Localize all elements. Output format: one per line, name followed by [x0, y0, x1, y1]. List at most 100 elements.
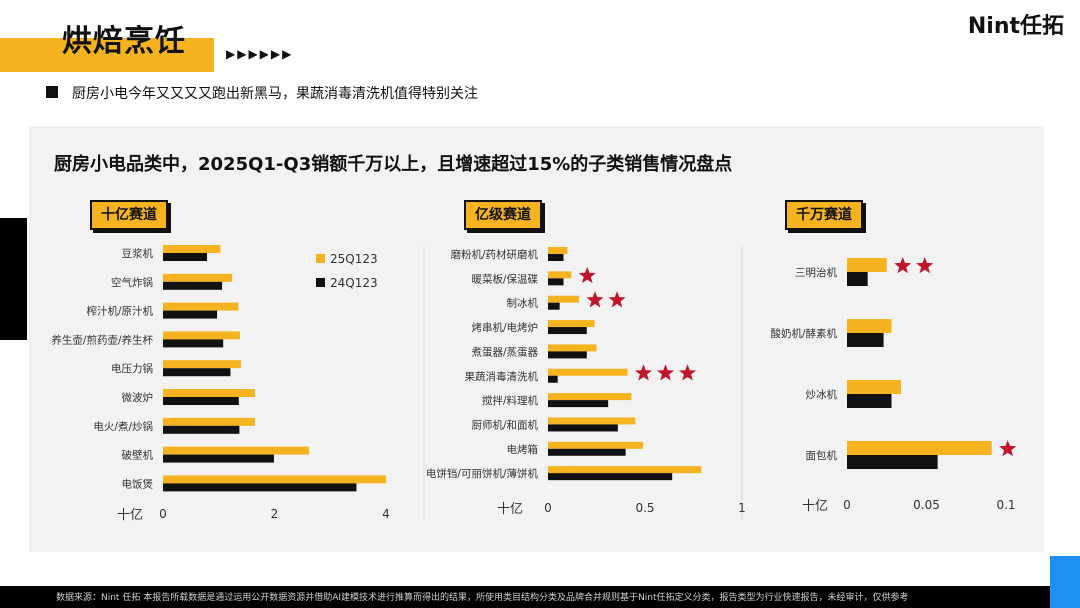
- highlight-star-icon: [578, 266, 596, 284]
- bar-25q123: [163, 389, 255, 397]
- category-label: 搅拌/料理机: [482, 394, 539, 407]
- bar-24q123: [163, 483, 357, 492]
- page-subtitle: 厨房小电今年又又又又跑出新黑马，果蔬消毒清洗机值得特别关注: [72, 86, 478, 102]
- x-axis-unit-label: 十亿: [497, 502, 523, 517]
- category-label: 磨粉机/药材研磨机: [450, 248, 538, 261]
- bar-25q123: [548, 441, 644, 449]
- x-tick-label: 0.1: [996, 498, 1015, 512]
- highlight-star-icon: [635, 364, 653, 381]
- legend-label: 25Q123: [330, 252, 378, 266]
- category-label: 豆浆机: [122, 247, 154, 260]
- bar-24q123: [548, 375, 558, 383]
- bar-24q123: [163, 368, 231, 377]
- category-label: 厨师机/和面机: [471, 418, 538, 431]
- category-label: 炒冰机: [806, 388, 838, 401]
- bar-25q123: [163, 245, 221, 253]
- footer-source-text: 数据来源：Nint 任拓 本报告所载数据是通过运用公开数据资源并借助AI建模技术…: [56, 593, 909, 603]
- highlight-star-icon: [608, 291, 626, 308]
- panel-title: 厨房小电品类中，2025Q1-Q3销额千万以上，且增速超过15%的子类销售情况盘…: [54, 154, 733, 175]
- bar-25q123: [847, 319, 892, 333]
- highlight-star-icon: [679, 364, 697, 381]
- category-label: 空气炸锅: [111, 276, 153, 289]
- highlight-star-icon: [657, 364, 675, 381]
- bar-24q123: [163, 425, 240, 434]
- x-axis-unit-label: 十亿: [802, 499, 828, 514]
- bar-24q123: [847, 333, 884, 347]
- bar-24q123: [548, 448, 626, 456]
- category-label: 电火/煮/炒锅: [93, 420, 153, 433]
- category-label: 面包机: [806, 449, 838, 462]
- category-label: 榨汁机/原汁机: [86, 305, 153, 318]
- legend-swatch: [316, 278, 325, 287]
- bar-25q123: [847, 258, 887, 272]
- highlight-star-icon: [894, 257, 912, 274]
- tier-badge-hundred-million: 亿级赛道: [464, 200, 542, 230]
- x-tick-label: 0: [159, 507, 167, 521]
- title-accent-bar: [0, 38, 214, 72]
- corner-accent: [1050, 556, 1080, 608]
- bar-24q123: [163, 310, 218, 319]
- bar-25q123: [548, 466, 702, 474]
- bar-24q123: [163, 397, 239, 405]
- bar-25q123: [847, 441, 992, 455]
- category-label: 电压力锅: [111, 362, 153, 375]
- bar-25q123: [548, 417, 636, 425]
- arrow-decoration: ▶▶▶▶▶▶: [226, 47, 294, 61]
- category-label: 电饼铛/可丽饼机/薄饼机: [426, 467, 539, 480]
- bar-25q123: [548, 344, 597, 352]
- bar-24q123: [548, 473, 673, 481]
- bar-24q123: [163, 281, 223, 290]
- bar-25q123: [163, 360, 242, 369]
- category-label: 烤串机/电烤炉: [471, 321, 538, 334]
- bar-24q123: [847, 455, 938, 469]
- legend-swatch: [316, 254, 325, 263]
- bar-25q123: [163, 417, 255, 426]
- bar-25q123: [163, 475, 386, 484]
- subtitle-bullet: [46, 86, 58, 98]
- x-axis-unit-label: 十亿: [117, 508, 143, 523]
- category-label: 煮蛋器/蒸蛋器: [471, 346, 538, 358]
- category-label: 果蔬消毒清洗机: [465, 370, 539, 383]
- bar-24q123: [548, 278, 564, 286]
- bar-24q123: [847, 394, 892, 408]
- bar-25q123: [163, 446, 310, 455]
- tier-badge-ten-million: 千万赛道: [785, 200, 863, 230]
- highlight-star-icon: [586, 291, 604, 308]
- category-label: 酸奶机/酵素机: [770, 327, 837, 340]
- x-tick-label: 1: [738, 501, 746, 515]
- bar-25q123: [163, 302, 239, 311]
- bar-25q123: [548, 295, 580, 303]
- highlight-star-icon: [999, 440, 1017, 457]
- bar-25q123: [548, 247, 568, 254]
- x-tick-label: 0: [843, 498, 851, 512]
- left-edge-block: [0, 218, 27, 340]
- bar-25q123: [548, 368, 628, 376]
- bar-24q123: [548, 327, 587, 335]
- bar-24q123: [548, 400, 609, 408]
- category-label: 破壁机: [122, 449, 154, 462]
- brand-logo: Nint任拓: [967, 14, 1064, 39]
- bar-24q123: [548, 302, 560, 310]
- bar-25q123: [548, 393, 632, 401]
- category-label: 暖菜板/保温碟: [471, 272, 538, 285]
- page-title: 烘焙烹饪: [62, 24, 186, 59]
- category-label: 三明治机: [795, 266, 837, 279]
- footer-bar: 数据来源：Nint 任拓 本报告所载数据是通过运用公开数据资源并借助AI建模技术…: [0, 586, 1080, 608]
- category-label: 养生壶/煎药壶/养生杯: [51, 333, 153, 346]
- x-tick-label: 0.05: [913, 498, 940, 512]
- bar-24q123: [163, 339, 224, 348]
- tier-badge-billion: 十亿赛道: [90, 200, 168, 230]
- bar-24q123: [163, 454, 274, 463]
- x-tick-label: 0.5: [635, 501, 654, 515]
- highlight-star-icon: [916, 257, 934, 274]
- category-label: 制冰机: [507, 297, 539, 310]
- category-label: 电烤箱: [507, 443, 539, 456]
- bar-24q123: [548, 351, 587, 359]
- bar-24q123: [847, 272, 868, 286]
- bar-24q123: [548, 254, 564, 261]
- bar-25q123: [163, 273, 233, 282]
- x-tick-label: 0: [544, 501, 552, 515]
- category-label: 电饭煲: [122, 477, 154, 490]
- legend-label: 24Q123: [330, 276, 378, 290]
